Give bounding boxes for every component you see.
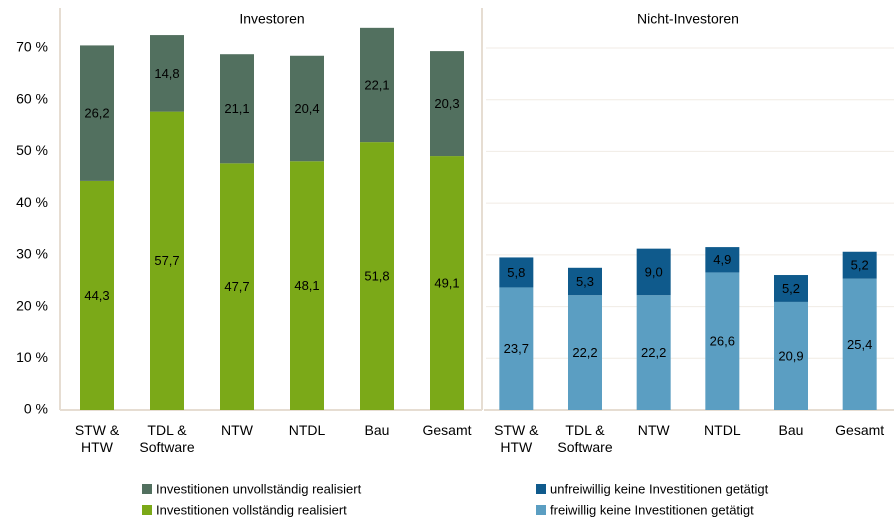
value-label: 5,2 — [851, 258, 869, 273]
value-label: 20,9 — [778, 348, 803, 363]
value-label: 4,9 — [713, 252, 731, 267]
bar-segment — [499, 257, 534, 288]
value-label: 57,7 — [154, 253, 179, 268]
value-label: 26,2 — [84, 106, 109, 121]
bar-segment — [705, 272, 740, 410]
value-label: 26,6 — [710, 334, 735, 349]
bar-segment — [360, 27, 394, 143]
value-label: 20,4 — [294, 101, 319, 116]
panel-title: Investoren — [239, 11, 304, 27]
bar-segment — [80, 180, 114, 410]
value-label: 5,8 — [507, 265, 525, 280]
y-tick-label: 50 % — [16, 142, 48, 158]
bar-segment — [636, 248, 671, 296]
panel-title: Nicht-Investoren — [637, 11, 739, 27]
x-tick-label: NTDL — [288, 422, 326, 438]
legend-label: Investitionen vollständig realisiert — [156, 502, 347, 517]
x-tick-label: NTW — [637, 422, 670, 438]
value-label: 21,1 — [224, 101, 249, 116]
y-tick-label: 0 % — [24, 401, 48, 417]
y-tick-label: 20 % — [16, 297, 48, 313]
y-tick-label: 40 % — [16, 194, 48, 210]
bar-segment — [150, 111, 184, 410]
legend-label: freiwillig keine Investitionen getätigt — [550, 502, 754, 517]
bar-segment — [568, 295, 602, 410]
value-label: 23,7 — [504, 341, 529, 356]
bar-segment — [568, 267, 602, 296]
bar-segment — [774, 275, 808, 302]
bar-segment — [430, 51, 464, 157]
bar-segment — [290, 161, 324, 410]
bar-segment — [430, 156, 464, 410]
bar-segment — [636, 295, 671, 410]
x-tick-label: NTDL — [704, 422, 741, 438]
x-tick-label: Gesamt — [422, 422, 472, 438]
bar-segment — [220, 163, 254, 410]
y-tick-label: 70 % — [16, 39, 48, 55]
legend-swatch — [142, 484, 152, 494]
bar-segment — [80, 45, 114, 181]
bar-segment — [705, 247, 740, 273]
x-tick-label: STW & HTW — [494, 422, 539, 455]
x-tick-label: STW & HTW — [74, 422, 120, 455]
value-label: 48,1 — [294, 278, 319, 293]
value-label: 22,2 — [641, 345, 666, 360]
bar-segment — [499, 287, 534, 410]
y-tick-label: 30 % — [16, 246, 48, 262]
value-label: 5,2 — [782, 281, 800, 296]
bar-segment — [842, 251, 877, 279]
legend-swatch — [536, 505, 546, 515]
value-label: 9,0 — [645, 264, 663, 279]
x-tick-label: Gesamt — [835, 422, 885, 438]
x-tick-label: Bau — [778, 422, 804, 438]
x-tick-label: TDL & Software — [139, 422, 195, 455]
bar-segment — [774, 301, 808, 410]
x-tick-label: TDL & Software — [557, 422, 613, 455]
bar-segment — [842, 278, 877, 410]
bar-segment — [360, 142, 394, 410]
value-label: 44,3 — [84, 288, 109, 303]
x-tick-label: NTW — [221, 422, 253, 438]
y-tick-label: 10 % — [16, 349, 48, 365]
value-label: 51,8 — [364, 268, 389, 283]
bar-segment — [290, 55, 324, 162]
legend-label: unfreiwillig keine Investitionen getätig… — [550, 481, 769, 496]
bar-segment — [150, 35, 184, 112]
value-label: 20,3 — [434, 96, 459, 111]
value-label: 25,4 — [847, 337, 872, 352]
x-tick-label: Bau — [364, 422, 390, 438]
value-label: 22,1 — [364, 77, 389, 92]
legend-swatch — [536, 484, 546, 494]
legend-swatch — [142, 505, 152, 515]
value-label: 22,2 — [572, 345, 597, 360]
legend-label: Investitionen unvollständig realisiert — [156, 481, 362, 496]
y-tick-label: 60 % — [16, 90, 48, 106]
value-label: 5,3 — [576, 274, 594, 289]
value-label: 49,1 — [434, 275, 459, 290]
value-label: 47,7 — [224, 279, 249, 294]
bar-segment — [220, 54, 254, 164]
value-label: 14,8 — [154, 66, 179, 81]
